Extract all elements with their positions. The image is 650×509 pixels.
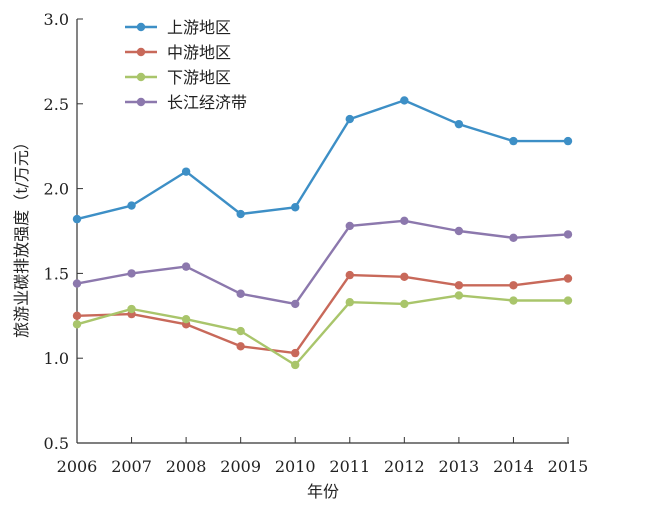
legend-item: 上游地区 xyxy=(125,18,231,37)
legend-marker xyxy=(136,22,146,32)
x-tick-label: 2012 xyxy=(384,457,425,476)
data-point xyxy=(291,360,300,370)
data-point xyxy=(236,326,245,336)
y-tick-label: 1.5 xyxy=(44,264,69,283)
series-3 xyxy=(72,291,573,370)
y-tick-label: 1.0 xyxy=(44,349,69,368)
legend-item: 下游地区 xyxy=(125,68,231,87)
data-point xyxy=(509,233,518,242)
x-tick-label: 2007 xyxy=(111,457,152,476)
x-axis-title: 年份 xyxy=(307,482,339,501)
data-point xyxy=(563,230,573,239)
data-point xyxy=(400,96,409,105)
series-line xyxy=(76,294,568,367)
x-tick-label: 2015 xyxy=(548,457,589,476)
data-point xyxy=(72,279,82,288)
y-tick-label: 2.0 xyxy=(44,180,69,199)
data-point xyxy=(509,296,518,305)
y-tick-label: 0.5 xyxy=(44,434,69,453)
axes xyxy=(76,19,569,444)
series-group xyxy=(72,96,573,370)
x-tick-label: 2008 xyxy=(166,457,207,476)
series-4 xyxy=(72,216,573,309)
data-point xyxy=(127,201,136,210)
data-point xyxy=(400,272,409,281)
legend-label: 中游地区 xyxy=(167,43,231,62)
y-axis-title: 旅游业碳排放强度（t/万元） xyxy=(12,134,31,338)
data-point xyxy=(181,167,191,176)
data-point xyxy=(345,270,354,280)
legend-marker xyxy=(136,72,146,82)
data-point xyxy=(345,221,354,231)
y-tick-label: 2.5 xyxy=(44,95,69,114)
x-tick-label: 2011 xyxy=(329,457,370,476)
series-1 xyxy=(72,96,573,224)
x-tick-label: 2010 xyxy=(275,457,316,476)
x-tick-label: 2014 xyxy=(493,457,534,476)
x-tick-label: 2006 xyxy=(57,457,98,476)
data-point xyxy=(345,298,354,307)
data-point xyxy=(509,136,518,146)
data-point xyxy=(181,314,191,324)
data-point xyxy=(72,214,82,224)
data-point xyxy=(72,320,82,329)
data-point xyxy=(236,342,245,351)
x-axis-ticks: 2006 2007 2008 2009 2010 2011 2012 2013 2014 2015 xyxy=(57,437,589,476)
legend-marker xyxy=(136,97,146,107)
legend-label: 长江经济带 xyxy=(167,93,247,112)
data-point xyxy=(454,281,464,290)
y-tick-label: 3.0 xyxy=(44,10,69,29)
data-point xyxy=(454,226,464,236)
data-point xyxy=(400,299,409,309)
data-point xyxy=(291,299,300,309)
x-tick-label: 2009 xyxy=(220,457,261,476)
legend-marker xyxy=(136,47,146,57)
legend-item: 长江经济带 xyxy=(125,93,247,112)
data-point xyxy=(400,216,409,226)
data-point xyxy=(72,311,82,320)
data-point xyxy=(563,296,573,305)
series-line xyxy=(76,219,569,306)
legend-label: 上游地区 xyxy=(167,18,231,37)
data-point xyxy=(181,262,191,271)
data-point xyxy=(236,209,245,219)
data-point xyxy=(454,119,464,129)
legend-label: 下游地区 xyxy=(167,68,231,87)
data-point xyxy=(291,203,300,212)
data-point xyxy=(291,348,300,358)
legend-item: 中游地区 xyxy=(125,43,231,62)
data-point xyxy=(563,274,573,283)
data-point xyxy=(509,281,518,290)
data-point xyxy=(127,304,136,314)
series-line xyxy=(76,99,568,221)
data-point xyxy=(563,136,573,146)
data-point xyxy=(454,291,464,300)
x-tick-label: 2013 xyxy=(439,457,480,476)
y-axis-ticks: 0.5 1.0 1.5 2.0 2.5 3.0 xyxy=(44,10,83,453)
data-point xyxy=(345,114,354,124)
data-point xyxy=(236,289,245,298)
data-point xyxy=(127,269,136,278)
series-line xyxy=(76,273,569,355)
series-2 xyxy=(72,270,573,358)
